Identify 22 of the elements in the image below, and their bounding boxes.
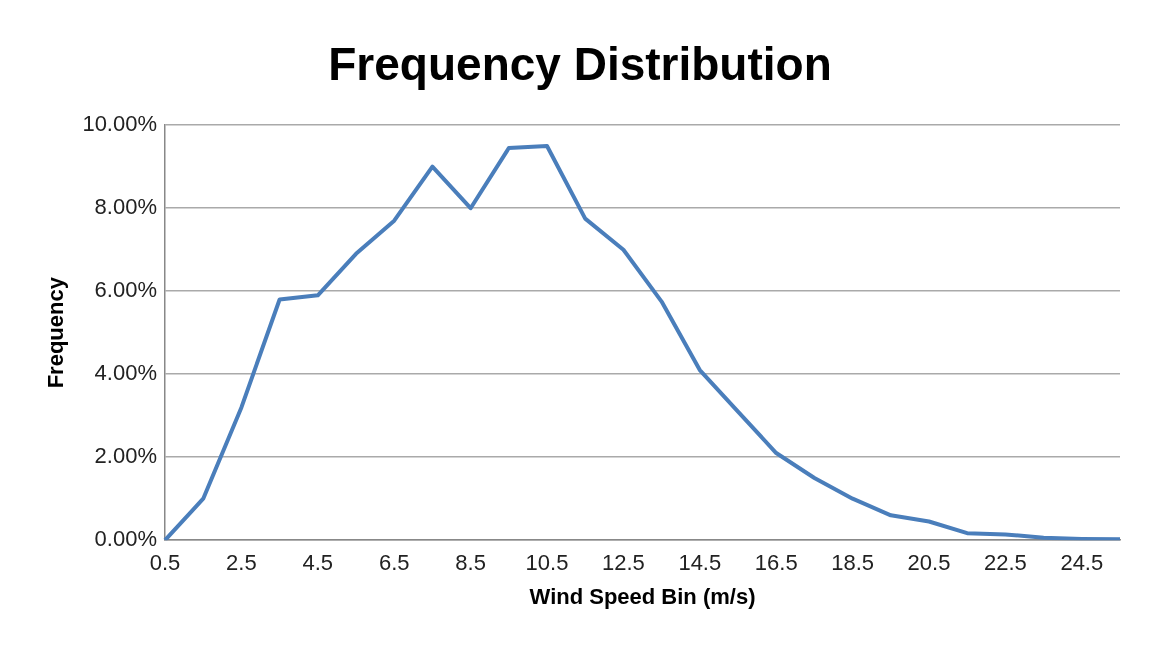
y-tick-label: 2.00% (94, 443, 158, 469)
x-tick-label: 16.5 (754, 550, 798, 576)
x-tick-label: 12.5 (601, 550, 645, 576)
x-tick-label: 4.5 (302, 550, 334, 576)
x-tick-label: 10.5 (525, 550, 569, 576)
x-tick-label: 24.5 (1060, 550, 1104, 576)
y-tick-label: 6.00% (94, 277, 158, 303)
x-tick-label: 14.5 (678, 550, 722, 576)
x-tick-label: 6.5 (378, 550, 410, 576)
y-tick-label: 0.00% (94, 526, 158, 552)
y-tick-label: 4.00% (94, 360, 158, 386)
x-tick-label: 22.5 (983, 550, 1027, 576)
y-axis-title: Frequency (43, 276, 69, 389)
x-tick-label: 8.5 (455, 550, 486, 576)
x-tick-label: 2.5 (226, 550, 257, 576)
y-tick-label: 8.00% (94, 194, 158, 220)
y-tick-label: 10.00% (82, 111, 158, 137)
x-tick-label: 18.5 (831, 550, 875, 576)
x-tick-label: 0.5 (149, 550, 181, 576)
chart-title: Frequency Distribution (328, 38, 832, 91)
x-axis-title: Wind Speed Bin (m/s) (529, 583, 756, 609)
x-tick-label: 20.5 (907, 550, 951, 576)
